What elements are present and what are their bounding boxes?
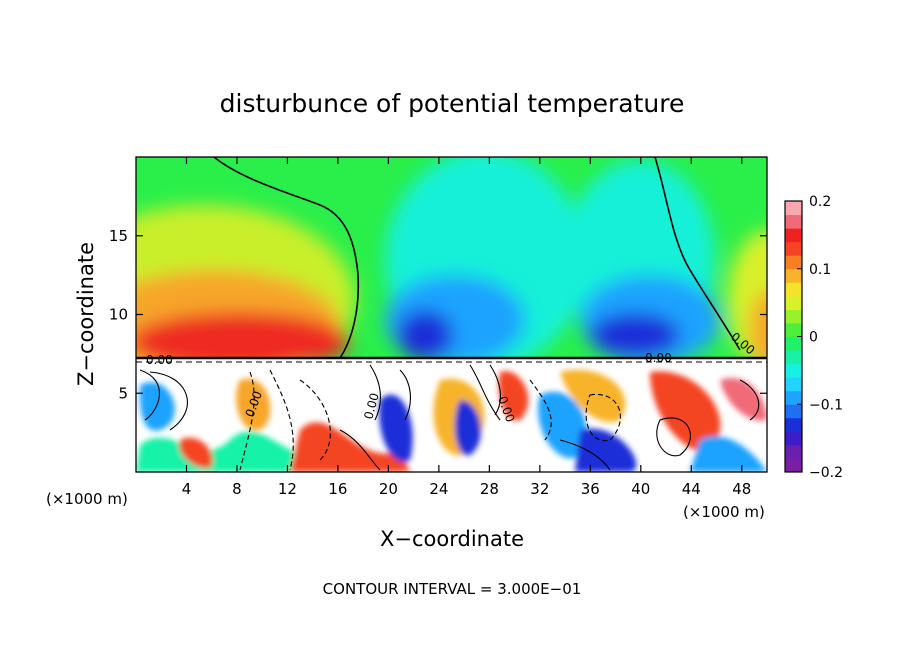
y-tick-label: 10 [109,306,128,324]
colorbar-swatch [785,377,802,392]
x-tick-label: 40 [631,480,650,498]
x-tick-label: 8 [232,480,242,498]
x-tick-label: 28 [480,480,499,498]
heatmap-field: 0.00 0.00 0.00 0.00 0.00 0.00 [136,157,767,472]
x-tick-label: 20 [379,480,398,498]
colorbar-tick-label: 0.2 [809,194,831,210]
y-axis: 5 10 15 [109,227,767,402]
colorbar-tick-label: −0.2 [809,465,843,481]
contour-label: 0.00 [361,391,381,420]
y-tick-label: 15 [109,227,128,245]
x-tick-label: 36 [581,480,600,498]
cold-core-left [397,310,453,360]
y-axis-unit: (×1000 m) [46,490,128,508]
warm-lobe-right-orange [750,290,767,370]
colorbar-swatch [785,295,802,310]
colorbar-swatch [785,363,802,378]
colorbar-swatch [785,201,802,216]
x-tick-label: 4 [182,480,192,498]
x-tick-label: 32 [530,480,549,498]
colorbar-swatch [785,322,802,337]
x-tick-label: 44 [682,480,701,498]
colorbar-swatch [785,404,802,419]
colorbar-tick-label: 0.1 [809,262,831,278]
y-tick-label: 5 [118,384,128,402]
colorbar-swatch [785,431,802,446]
x-axis: 4 8 12 16 20 24 28 32 36 40 44 48 [182,157,751,498]
contour-line-upper-left [213,157,360,359]
colorbar-swatch [785,336,802,351]
colorbar-tick-label: 0 [809,330,818,346]
colorbar-swatch [785,350,802,365]
contour-interval-note: CONTOUR INTERVAL = 3.000E−01 [323,580,582,598]
chart-title: disturbunce of potential temperature [220,89,685,118]
contour-lines-lower [139,364,760,471]
colorbar-swatch [785,444,802,459]
contour-line-upper-right [654,157,741,351]
contour-label: 0.00 [645,351,672,365]
x-tick-label: 12 [278,480,297,498]
colorbar-axis: 0.2 0.1 0 −0.1 −0.2 [797,194,843,481]
colorbar-swatch [785,458,802,473]
contour-labels: 0.00 0.00 0.00 0.00 0.00 0.00 [146,330,758,425]
cold-core-right [590,313,680,357]
x-tick-label: 24 [429,480,448,498]
x-tick-label: 48 [732,480,751,498]
colorbar-swatch [785,214,802,229]
colorbar-swatch [785,282,802,297]
colorbar-tick-label: −0.1 [809,397,843,413]
x-axis-unit: (×1000 m) [683,503,765,521]
colorbar-swatch [785,228,802,243]
colorbar [785,201,802,473]
colorbar-swatch [785,268,802,283]
colorbar-swatch [785,255,802,270]
x-axis-label: X−coordinate [380,527,524,551]
y-axis-label: Z−coordinate [74,242,98,386]
contour-label: 0.00 [146,353,173,367]
x-tick-label: 16 [328,480,347,498]
colorbar-swatch [785,417,802,432]
colorbar-swatch [785,309,802,324]
colorbar-swatch [785,241,802,256]
colorbar-swatch [785,390,802,405]
